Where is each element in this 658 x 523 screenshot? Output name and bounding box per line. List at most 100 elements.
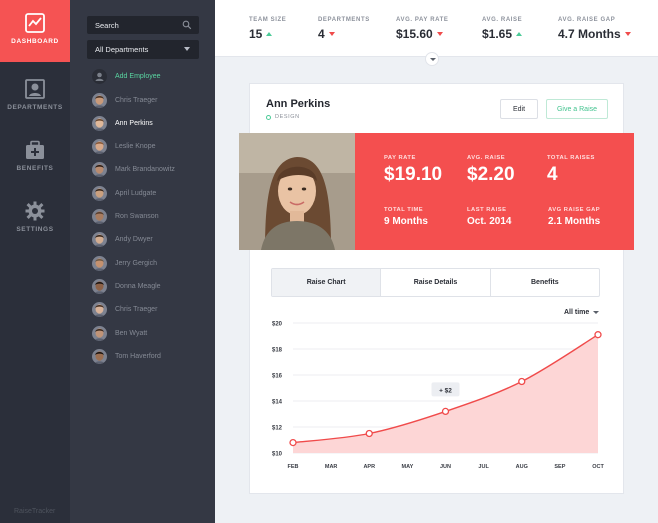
status-ring-icon — [266, 114, 271, 120]
trend-up-icon — [266, 32, 273, 36]
employee-name: Ann Perkins — [266, 98, 331, 110]
nav-dashboard[interactable]: DASHBOARD — [0, 0, 70, 62]
avatar — [92, 139, 107, 155]
add-employee-button[interactable]: Add Employee — [92, 67, 207, 85]
stat-value: 15 — [249, 27, 263, 41]
avatar — [92, 278, 107, 294]
profile-tabs: Raise Chart Raise Details Benefits — [271, 268, 600, 297]
employee-list-item[interactable]: Jerry Gergich — [92, 254, 207, 272]
employee-list-item[interactable]: Chris Traeger — [92, 91, 207, 109]
benefits-icon — [26, 140, 44, 159]
y-tick-label: $14 — [272, 400, 283, 406]
stat-label: AVG. RAISE — [482, 17, 523, 23]
pay-rate-value: $19.10 — [384, 164, 443, 185]
nav-benefits[interactable]: BENEFITS — [0, 127, 70, 189]
avg-raise-gap-value: 2.1 Months — [548, 216, 601, 227]
avg-raise-stat: AVG. RAISE $2.20 — [467, 155, 515, 186]
employee-list-item[interactable]: April Ludgate — [92, 184, 207, 202]
y-tick-label: $12 — [272, 426, 283, 432]
employee-name-label: Jerry Gergich — [115, 259, 158, 267]
stat-value: $1.65 — [482, 27, 513, 41]
x-tick-label: SEP — [554, 464, 565, 470]
total-raises-value: 4 — [547, 164, 558, 185]
y-tick-label: $16 — [272, 374, 283, 380]
y-tick-label: $10 — [272, 452, 283, 458]
department-select[interactable]: All Departments — [87, 40, 199, 59]
avatar — [92, 302, 107, 318]
employee-name-label: Chris Traeger — [115, 96, 158, 104]
employee-list-item[interactable]: Donna Meagle — [92, 277, 207, 295]
avatar — [92, 325, 107, 341]
x-tick-label: APR — [363, 464, 375, 470]
avatar — [92, 185, 107, 201]
stat-departments: DEPARTMENTS 4 — [318, 17, 370, 41]
x-tick-label: MAY — [402, 464, 414, 470]
edit-button[interactable]: Edit — [500, 99, 538, 119]
employee-list-item[interactable]: Ben Wyatt — [92, 324, 207, 342]
employee-name-label: Mark Brandanowitz — [115, 166, 175, 174]
avatar — [92, 92, 107, 108]
total-raises-stat: TOTAL RAISES 4 — [547, 155, 595, 186]
employee-list-item[interactable]: Ann Perkins — [92, 114, 207, 132]
y-tick-label: $18 — [272, 348, 283, 354]
nav-benefits-label: BENEFITS — [16, 165, 54, 172]
stat-value: 4 — [318, 27, 325, 41]
settings-icon — [25, 201, 45, 221]
employee-list-item[interactable]: Mark Brandanowitz — [92, 161, 207, 179]
raise-area — [293, 334, 598, 453]
employee-name-label: Donna Meagle — [115, 282, 161, 290]
department-select-value: All Departments — [95, 45, 149, 54]
stat-value: $15.60 — [396, 27, 433, 41]
last-raise-label: LAST RAISE — [467, 207, 507, 213]
nav-dashboard-label: DASHBOARD — [11, 38, 59, 45]
tab-benefits[interactable]: Benefits — [531, 279, 559, 286]
chevron-down-icon — [593, 311, 600, 314]
stat-avg-pay-rate: AVG. PAY RATE $15.60 — [396, 17, 448, 41]
x-tick-label: JUL — [478, 464, 489, 470]
trend-up-icon — [516, 32, 523, 36]
employee-summary-banner: PAY RATE $19.10 AVG. RAISE $2.20 TOTAL R… — [239, 133, 634, 250]
nav-departments-label: DEPARTMENTS — [7, 104, 63, 111]
x-tick-label: OCT — [592, 464, 604, 470]
employee-name-label: April Ludgate — [115, 189, 157, 197]
data-point — [365, 429, 373, 438]
search-icon — [182, 20, 192, 30]
last-raise-value: Oct. 2014 — [467, 216, 512, 227]
search-input[interactable]: Search — [87, 16, 199, 34]
employee-department: DESIGN — [266, 114, 300, 120]
data-point — [518, 377, 526, 386]
time-range-select[interactable]: All time — [564, 309, 600, 316]
collapse-stats-button[interactable] — [425, 52, 439, 66]
stat-avg-raise: AVG. RAISE $1.65 — [482, 17, 523, 41]
employee-list-item[interactable]: Ron Swanson — [92, 208, 207, 226]
tab-raise-chart[interactable]: Raise Chart — [272, 269, 382, 296]
pay-rate-stat: PAY RATE $19.10 — [384, 155, 442, 186]
total-time-stat: TOTAL TIME 9 Months — [384, 207, 428, 227]
stat-label: DEPARTMENTS — [318, 17, 370, 23]
total-raises-label: TOTAL RAISES — [547, 155, 595, 161]
employee-list-item[interactable]: Andy Dwyer — [92, 231, 207, 249]
trend-down-icon — [436, 32, 443, 36]
avg-raise-gap-label: AVG RAISE GAP — [548, 207, 601, 213]
employee-list-item[interactable]: Leslie Knope — [92, 138, 207, 156]
trend-down-icon — [624, 32, 631, 36]
nav-departments[interactable]: DEPARTMENTS — [0, 66, 70, 128]
dashboard-icon — [25, 13, 45, 33]
trend-down-icon — [328, 32, 335, 36]
employee-name-label: Tom Haverford — [115, 352, 161, 360]
give-raise-button[interactable]: Give a Raise — [546, 99, 608, 119]
nav-settings[interactable]: SETTINGS — [0, 188, 70, 250]
total-time-label: TOTAL TIME — [384, 207, 424, 213]
employee-name-label: Ann Perkins — [115, 119, 153, 127]
x-tick-label: JUN — [440, 464, 451, 470]
tab-raise-details[interactable]: Raise Details — [381, 269, 491, 296]
brand-name: RaiseTracker — [14, 508, 56, 515]
data-point — [289, 438, 297, 447]
last-raise-stat: LAST RAISE Oct. 2014 — [467, 207, 511, 227]
avatar — [92, 348, 107, 364]
employee-sidebar: Search All Departments Add Employee Chri… — [70, 0, 215, 523]
employee-list-item[interactable]: Tom Haverford — [92, 347, 207, 365]
add-employee-label: Add Employee — [115, 72, 161, 80]
employee-list-item[interactable]: Chris Traeger — [92, 301, 207, 319]
avatar — [92, 162, 107, 178]
